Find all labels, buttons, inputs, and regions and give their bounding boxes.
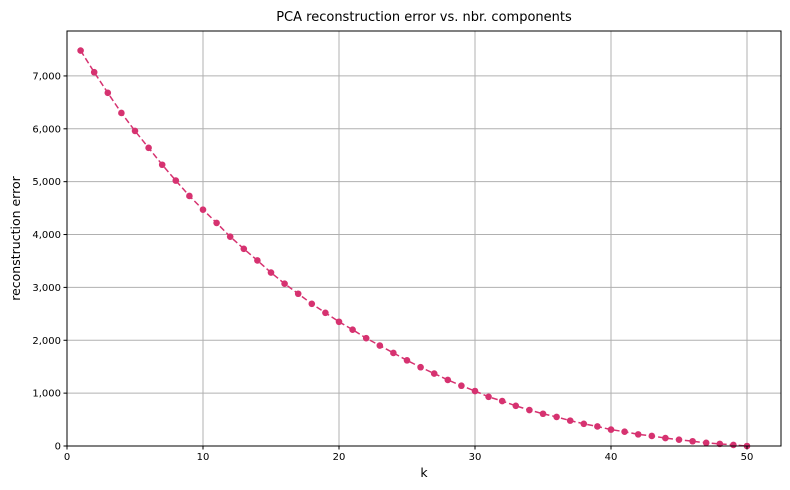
- y-tick-label: 7,000: [32, 71, 61, 82]
- data-point: [362, 334, 370, 342]
- data-point: [294, 290, 302, 298]
- y-axis-label: reconstruction error: [8, 175, 23, 300]
- x-tick-label: 0: [64, 452, 70, 463]
- x-tick-label: 10: [197, 452, 210, 463]
- y-tick-label: 4,000: [32, 230, 61, 241]
- data-point: [689, 437, 696, 445]
- grid: [66, 31, 781, 447]
- plot-frame: [66, 30, 782, 447]
- data-point: [730, 441, 737, 449]
- x-tick-label: 20: [333, 452, 346, 463]
- data-point: [308, 300, 316, 308]
- data-point: [199, 206, 207, 213]
- data-point: [186, 192, 193, 200]
- data-point: [403, 357, 411, 364]
- data-point: [662, 434, 669, 442]
- x-tick-label: 30: [469, 452, 482, 463]
- data-point: [349, 326, 356, 333]
- data-point: [322, 309, 329, 317]
- data-point: [77, 47, 84, 54]
- data-point: [621, 428, 628, 436]
- y-tick-label: 1,000: [32, 389, 61, 400]
- chart-title: PCA reconstruction error vs. nbr. compon…: [276, 10, 572, 25]
- data-point: [267, 269, 275, 276]
- data-point: [226, 233, 234, 240]
- data-point: [458, 382, 465, 390]
- data-point: [526, 406, 533, 414]
- data-point: [240, 245, 248, 253]
- data-point: [553, 413, 560, 421]
- data-point: [90, 68, 98, 76]
- data-point: [566, 417, 574, 424]
- data-point: [104, 89, 112, 97]
- data-point: [281, 280, 288, 288]
- data-point: [376, 342, 384, 349]
- data-point: [594, 423, 601, 430]
- data-point: [675, 436, 683, 443]
- data-point: [158, 161, 166, 169]
- y-tick-label: 6,000: [32, 124, 61, 135]
- data-point: [512, 402, 520, 410]
- data-point: [702, 439, 710, 447]
- data-point: [145, 144, 152, 152]
- data-point: [539, 410, 547, 418]
- data-point: [444, 376, 452, 384]
- y-tick-label: 5,000: [32, 177, 61, 188]
- data-point: [254, 257, 261, 264]
- x-axis-label: k: [420, 465, 428, 480]
- x-tick-label: 50: [741, 452, 754, 463]
- data-point: [648, 432, 656, 440]
- data-point: [471, 387, 479, 395]
- data-point: [485, 393, 492, 401]
- data-point: [498, 397, 506, 405]
- x-tick-label: 40: [605, 452, 618, 463]
- data-point: [634, 431, 642, 438]
- y-tick-label: 3,000: [32, 283, 61, 294]
- data-point: [580, 420, 588, 428]
- data-point: [131, 127, 139, 135]
- data-point: [430, 370, 438, 377]
- data-point: [118, 109, 125, 117]
- data-point: [417, 363, 424, 371]
- y-tick-label: 2,000: [32, 336, 61, 347]
- data-point: [172, 177, 180, 184]
- data-point: [335, 318, 343, 326]
- data-point: [213, 219, 220, 227]
- ticks: 0 10 20 30 40 50 0 1,000 2,000 3,000 4,000 5,000 6,0…: [32, 71, 753, 463]
- data-point: [390, 349, 397, 357]
- y-tick-label: 0: [55, 442, 61, 453]
- data-point: [607, 426, 615, 433]
